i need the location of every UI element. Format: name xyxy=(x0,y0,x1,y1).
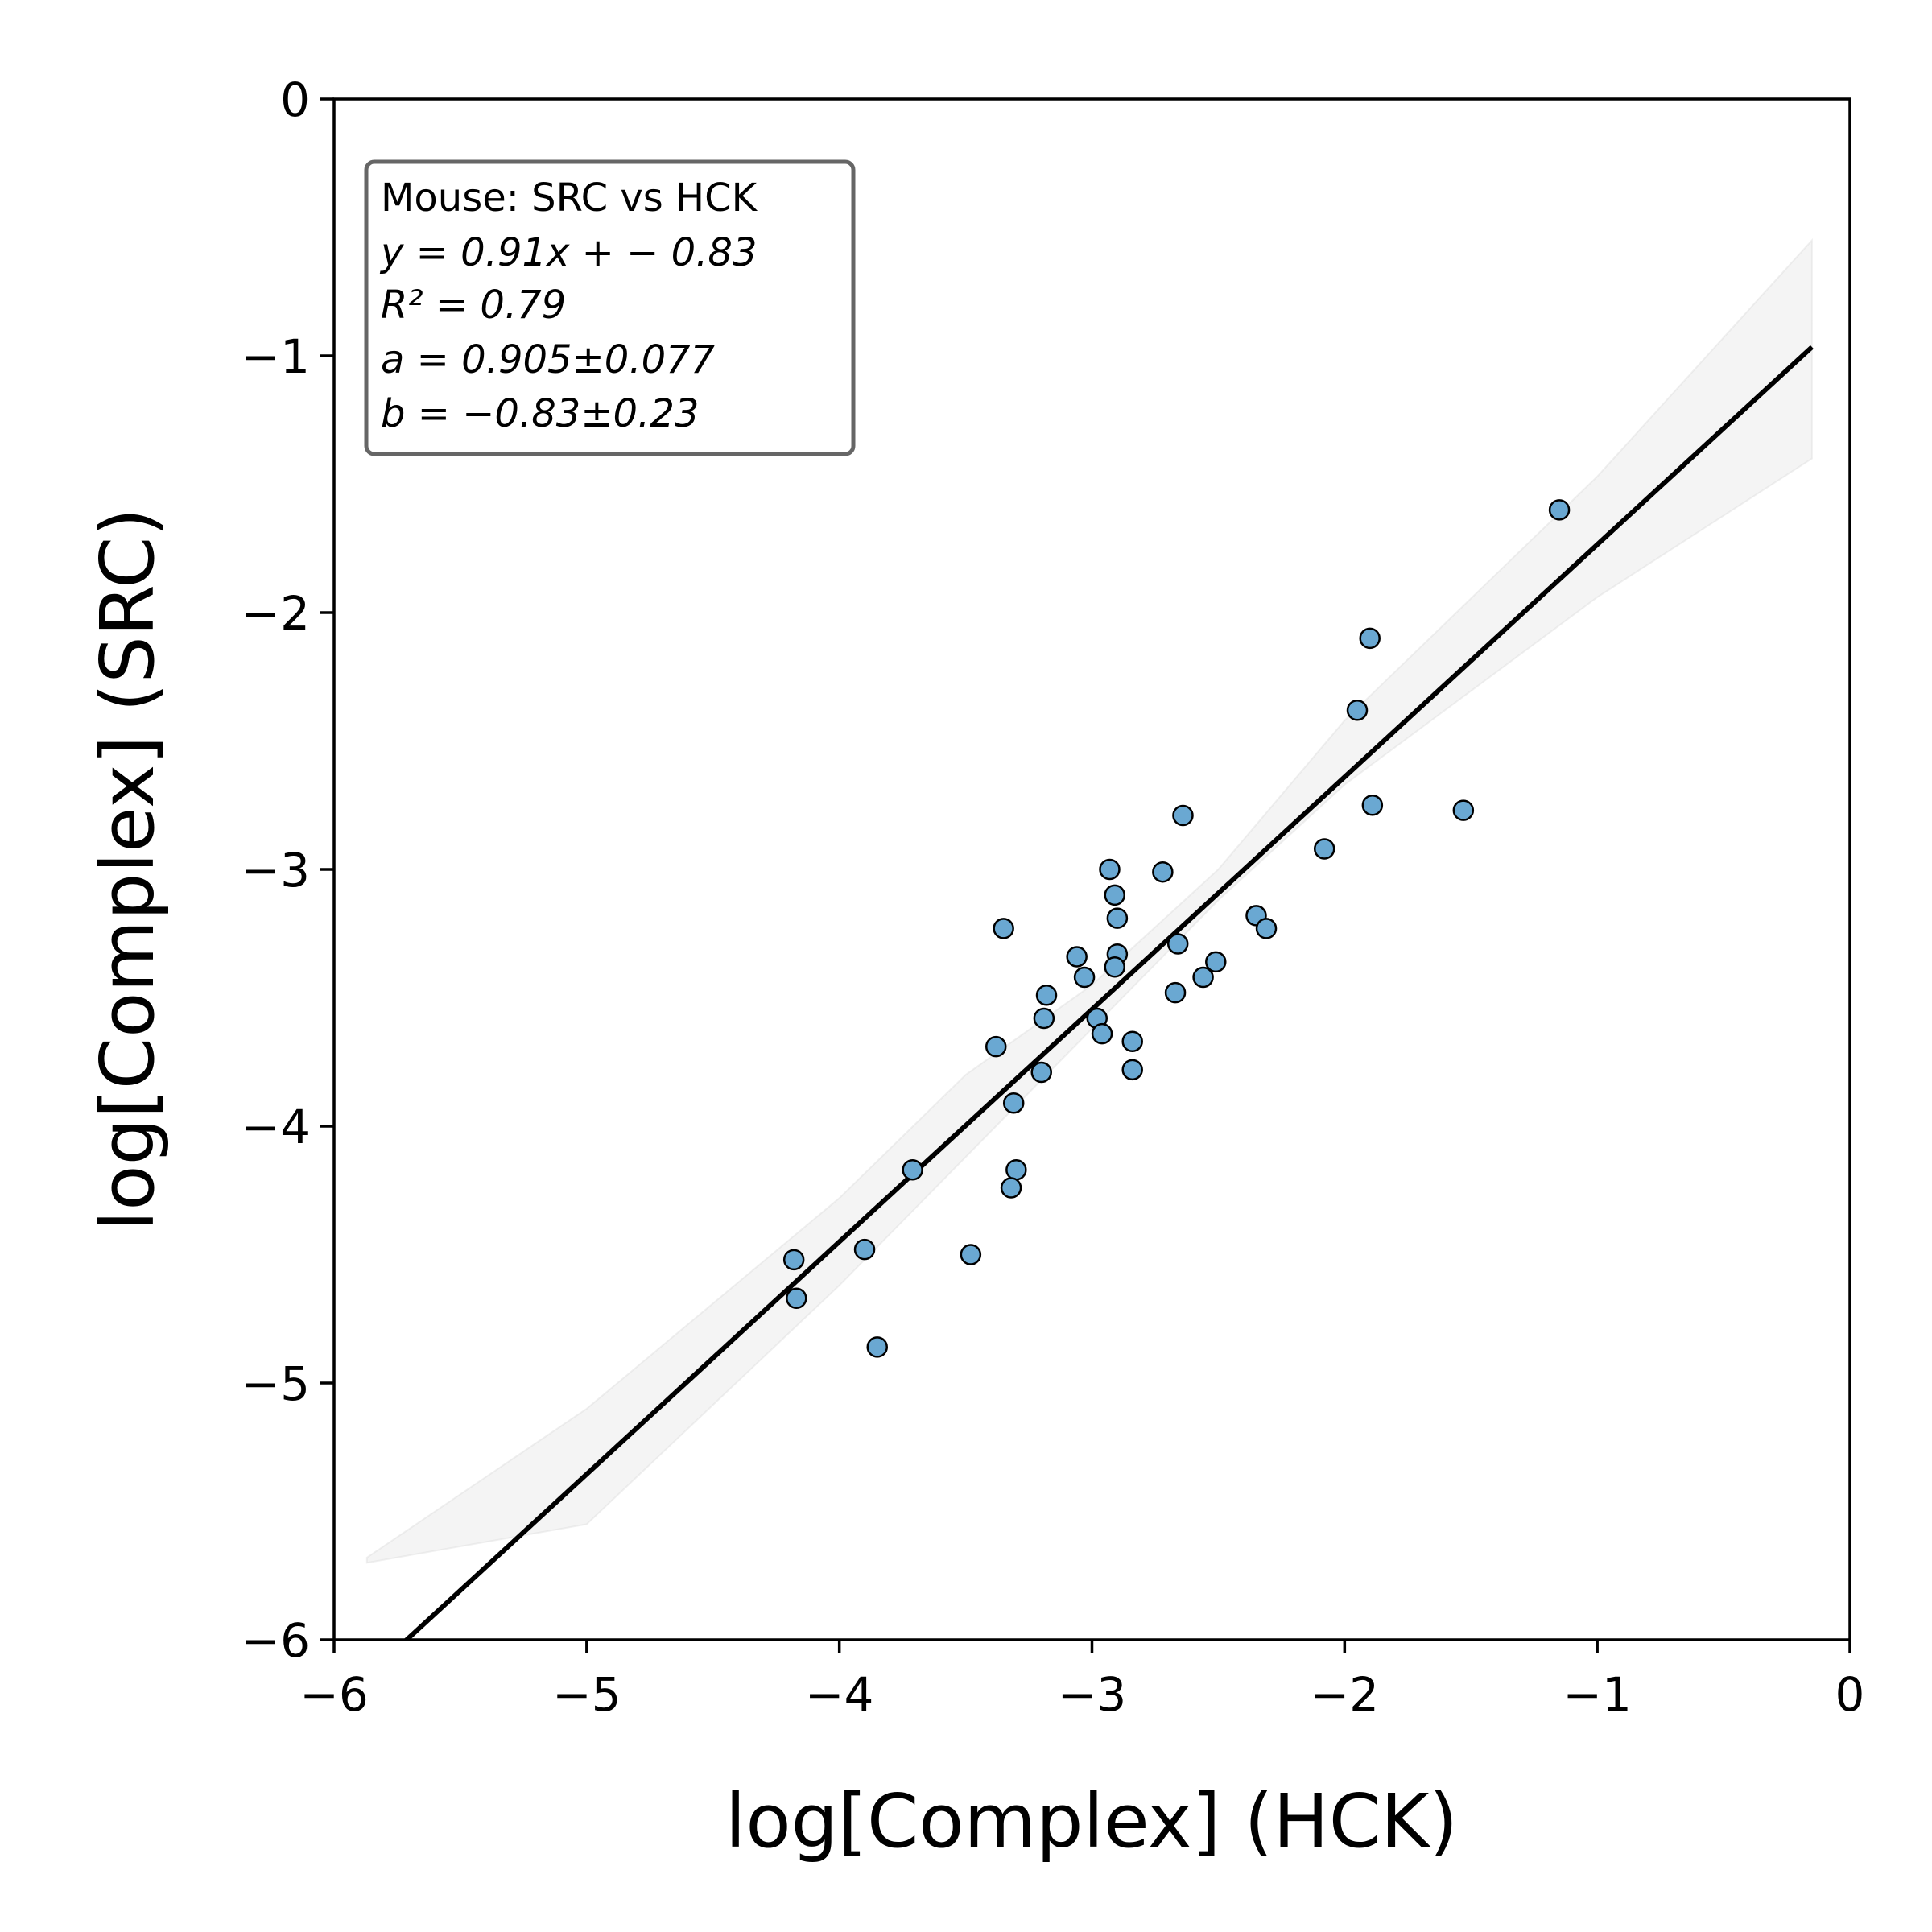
data-point xyxy=(1000,1177,1022,1199)
data-point xyxy=(1002,1092,1025,1114)
data-point xyxy=(1313,838,1335,860)
confidence-band-layer xyxy=(365,237,1813,1564)
data-point xyxy=(1192,966,1214,989)
data-point xyxy=(993,918,1014,939)
data-point xyxy=(1099,858,1121,881)
data-point xyxy=(1035,985,1058,1006)
data-point xyxy=(1548,499,1571,521)
annotation-r2: R² = 0.79 xyxy=(381,283,566,328)
data-point xyxy=(1073,966,1096,989)
annotation-box: Mouse: SRC vs HCK y = 0.91x + − 0.83 R² … xyxy=(364,159,856,456)
points-layer xyxy=(782,499,1571,1358)
data-point xyxy=(1106,907,1129,929)
y-tick-label: −3 xyxy=(242,843,311,898)
y-tick-label: −4 xyxy=(242,1100,311,1154)
y-tick-label: −1 xyxy=(242,329,311,384)
data-point xyxy=(1030,1061,1052,1084)
data-point xyxy=(1452,799,1475,821)
data-point xyxy=(866,1336,888,1358)
y-tick-label: −6 xyxy=(242,1613,311,1668)
annotation-equation: y = 0.91x + − 0.83 xyxy=(379,230,758,275)
y-tick-label: −2 xyxy=(242,586,311,641)
annotation-title: Mouse: SRC vs HCK xyxy=(381,175,758,221)
x-axis-title: log[Complex] (HCK) xyxy=(725,1778,1458,1864)
x-axis-ticks: −6 −5 −4 −3 −2 −1 0 xyxy=(299,1640,1864,1722)
data-point xyxy=(1104,956,1125,978)
y-tick-label: −5 xyxy=(242,1356,311,1411)
data-point xyxy=(786,1287,807,1309)
data-point xyxy=(1005,1158,1027,1181)
annotation-intercept: b = −0.83±0.23 xyxy=(381,391,699,436)
data-point xyxy=(853,1238,876,1261)
data-point xyxy=(1346,699,1368,721)
data-point xyxy=(1361,795,1384,816)
x-tick-label: 0 xyxy=(1835,1667,1865,1722)
y-axis-ticks: 0 −1 −2 −3 −4 −5 −6 xyxy=(242,72,334,1668)
data-point xyxy=(1033,1007,1055,1030)
y-axis-title: log[Complex] (SRC) xyxy=(85,508,171,1232)
data-point xyxy=(1121,1030,1143,1052)
x-tick-label: −6 xyxy=(299,1667,369,1722)
data-point xyxy=(1121,1059,1143,1081)
data-point xyxy=(985,1035,1007,1058)
x-tick-label: −1 xyxy=(1563,1667,1632,1722)
x-tick-label: −4 xyxy=(805,1667,874,1722)
data-point xyxy=(902,1158,923,1181)
data-point xyxy=(1104,884,1125,906)
data-point xyxy=(1164,981,1187,1004)
annotation-border xyxy=(364,159,856,456)
data-point xyxy=(1205,951,1227,973)
annotation-slope: a = 0.905±0.077 xyxy=(381,337,716,382)
data-point xyxy=(1152,861,1174,883)
data-point xyxy=(1166,933,1189,955)
x-tick-label: −2 xyxy=(1311,1667,1380,1722)
data-point xyxy=(782,1249,805,1271)
data-point xyxy=(1172,804,1194,827)
data-point xyxy=(1066,946,1088,968)
x-tick-label: −5 xyxy=(552,1667,621,1722)
data-point xyxy=(1091,1022,1113,1045)
data-point xyxy=(1255,918,1278,939)
data-point xyxy=(960,1244,982,1265)
x-tick-label: −3 xyxy=(1058,1667,1127,1722)
y-tick-label: 0 xyxy=(280,72,310,127)
confidence-band xyxy=(365,237,1813,1564)
data-point xyxy=(1359,627,1381,650)
